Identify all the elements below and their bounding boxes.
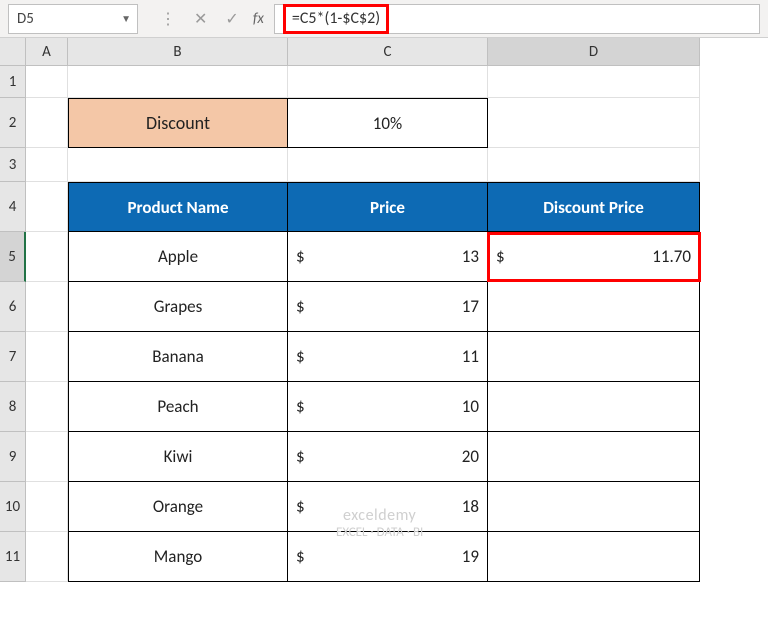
cell-C6[interactable]: $17 (288, 282, 488, 332)
currency-symbol: $ (294, 546, 305, 567)
cell-B9[interactable]: Kiwi (68, 432, 288, 482)
cell-B2-discount-label[interactable]: Discount (68, 98, 288, 148)
cell-A6[interactable] (26, 282, 68, 332)
price-value: 10 (462, 396, 481, 417)
cell-B10[interactable]: Orange (68, 482, 288, 532)
dots-icon[interactable]: ⋮ (160, 9, 176, 29)
cell-D6[interactable] (488, 282, 700, 332)
discount-value: 11.70 (652, 246, 693, 267)
cell-C4-header-price[interactable]: Price (288, 182, 488, 232)
row-header-10[interactable]: 10 (0, 482, 26, 532)
cell-D11[interactable] (488, 532, 700, 582)
row-header-9[interactable]: 9 (0, 432, 26, 482)
cell-C3[interactable] (288, 148, 488, 182)
cell-C9[interactable]: $20 (288, 432, 488, 482)
cell-A4[interactable] (26, 182, 68, 232)
cell-C10[interactable]: $18 (288, 482, 488, 532)
cell-B4-header-product[interactable]: Product Name (68, 182, 288, 232)
cell-B5[interactable]: Apple (68, 232, 288, 282)
price-value: 19 (462, 546, 481, 567)
select-all-corner[interactable] (0, 38, 26, 66)
cell-A5[interactable] (26, 232, 68, 282)
formula-bar: D5 ▼ ⋮ ✕ ✓ fx =C5*(1-$C$2) (0, 0, 768, 38)
formula-bar-buttons: ⋮ ✕ ✓ (146, 9, 253, 29)
currency-symbol: $ (294, 296, 305, 317)
cell-C2-discount-value[interactable]: 10% (288, 98, 488, 148)
cell-A11[interactable] (26, 532, 68, 582)
cell-D5[interactable]: $11.70 (488, 232, 700, 282)
row-header-8[interactable]: 8 (0, 382, 26, 432)
column-header-row: A B C D (0, 38, 768, 66)
row-header-7[interactable]: 7 (0, 332, 26, 382)
row-header-2[interactable]: 2 (0, 98, 26, 148)
formula-text: =C5*(1-$C$2) (283, 4, 389, 34)
cell-D8[interactable] (488, 382, 700, 432)
cell-A1[interactable] (26, 66, 68, 98)
col-header-C[interactable]: C (288, 38, 488, 66)
cell-A3[interactable] (26, 148, 68, 182)
cell-A10[interactable] (26, 482, 68, 532)
currency-symbol: $ (494, 246, 505, 267)
col-header-B[interactable]: B (68, 38, 288, 66)
price-value: 18 (462, 496, 481, 517)
row-header-4[interactable]: 4 (0, 182, 26, 232)
row-header-3[interactable]: 3 (0, 148, 26, 182)
currency-symbol: $ (294, 246, 305, 267)
fx-icon[interactable]: fx (253, 10, 264, 28)
name-box-value: D5 (17, 10, 34, 28)
currency-symbol: $ (294, 346, 305, 367)
cell-B11[interactable]: Mango (68, 532, 288, 582)
cell-B7[interactable]: Banana (68, 332, 288, 382)
cell-grid: Discount 10% Product Name Price Discount… (26, 66, 700, 582)
price-value: 13 (462, 246, 481, 267)
cell-D9[interactable] (488, 432, 700, 482)
cell-D10[interactable] (488, 482, 700, 532)
cell-B3[interactable] (68, 148, 288, 182)
formula-input[interactable]: =C5*(1-$C$2) (274, 4, 760, 34)
cell-C7[interactable]: $11 (288, 332, 488, 382)
price-value: 11 (462, 346, 481, 367)
cell-C1[interactable] (288, 66, 488, 98)
currency-symbol: $ (294, 446, 305, 467)
name-box[interactable]: D5 ▼ (8, 4, 138, 34)
row-headers: 1 2 3 4 5 6 7 8 9 10 11 (0, 66, 26, 582)
col-header-D[interactable]: D (488, 38, 700, 66)
cell-A9[interactable] (26, 432, 68, 482)
col-header-A[interactable]: A (26, 38, 68, 66)
cell-D4-header-discount[interactable]: Discount Price (488, 182, 700, 232)
cell-D3[interactable] (488, 148, 700, 182)
cell-B1[interactable] (68, 66, 288, 98)
cell-A8[interactable] (26, 382, 68, 432)
row-header-5[interactable]: 5 (0, 232, 26, 282)
cell-B8[interactable]: Peach (68, 382, 288, 432)
confirm-icon[interactable]: ✓ (225, 9, 238, 29)
grid-body: 1 2 3 4 5 6 7 8 9 10 11 Discount 10% (0, 66, 768, 582)
cell-D2[interactable] (488, 98, 700, 148)
cell-D1[interactable] (488, 66, 700, 98)
row-header-6[interactable]: 6 (0, 282, 26, 332)
row-header-1[interactable]: 1 (0, 66, 26, 98)
cell-A7[interactable] (26, 332, 68, 382)
price-value: 17 (462, 296, 481, 317)
cell-A2[interactable] (26, 98, 68, 148)
row-header-11[interactable]: 11 (0, 532, 26, 582)
cell-C5[interactable]: $13 (288, 232, 488, 282)
name-box-dropdown-icon[interactable]: ▼ (121, 12, 131, 25)
cell-D7[interactable] (488, 332, 700, 382)
cell-B6[interactable]: Grapes (68, 282, 288, 332)
currency-symbol: $ (294, 396, 305, 417)
cell-C8[interactable]: $10 (288, 382, 488, 432)
price-value: 20 (462, 446, 481, 467)
cancel-icon[interactable]: ✕ (194, 9, 207, 29)
cell-C11[interactable]: $19 (288, 532, 488, 582)
currency-symbol: $ (294, 496, 305, 517)
